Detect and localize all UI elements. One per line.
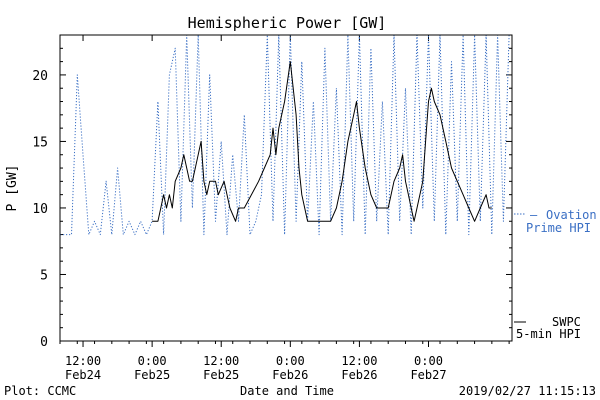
x-tick-label-date: Feb25: [134, 368, 170, 382]
x-tick-label-date: Feb27: [410, 368, 446, 382]
ovation-legend-line2: Prime HPI: [526, 221, 591, 235]
swpc-line: [152, 61, 492, 222]
x-tick-label-date: Feb24: [65, 368, 101, 382]
swpc-legend-line1: SWPC: [552, 315, 581, 329]
x-tick-label-date: Feb25: [203, 368, 239, 382]
x-tick-label-time: 12:00: [341, 354, 377, 368]
y-axis-label: P [GW]: [5, 165, 20, 212]
x-tick-label-date: Feb26: [341, 368, 377, 382]
x-tick-label-date: Feb26: [272, 368, 308, 382]
ovation-legend-line1: Ovation: [546, 208, 597, 222]
y-tick-label: 10: [32, 202, 48, 217]
footer-timestamp: 2019/02/27 11:15:13: [459, 384, 596, 398]
ovation-series: [60, 34, 510, 236]
y-tick-label: 5: [40, 268, 48, 283]
y-tick-label: 0: [40, 335, 48, 350]
y-tick-label: 20: [32, 69, 48, 84]
swpc-legend-line2: 5-min HPI: [516, 327, 581, 341]
plot-frame: [59, 34, 513, 342]
y-tick-label: 15: [32, 135, 48, 150]
x-tick-label-time: 12:00: [65, 354, 101, 368]
x-tick-label-time: 0:00: [138, 354, 167, 368]
axis-ticks: 0510152012:00Feb240:00Feb2512:00Feb250:0…: [32, 34, 512, 382]
x-axis-label: Date and Time: [240, 384, 334, 398]
chart-title: Hemispheric Power [GW]: [188, 14, 387, 32]
x-tick-label-time: 0:00: [276, 354, 305, 368]
ovation-line: [60, 34, 510, 236]
footer-plot-credit: Plot: CCMC: [4, 384, 76, 398]
ovation-legend-dash: —: [530, 208, 538, 222]
x-tick-label-time: 0:00: [414, 354, 443, 368]
swpc-series: [152, 61, 492, 222]
x-tick-label-time: 12:00: [203, 354, 239, 368]
